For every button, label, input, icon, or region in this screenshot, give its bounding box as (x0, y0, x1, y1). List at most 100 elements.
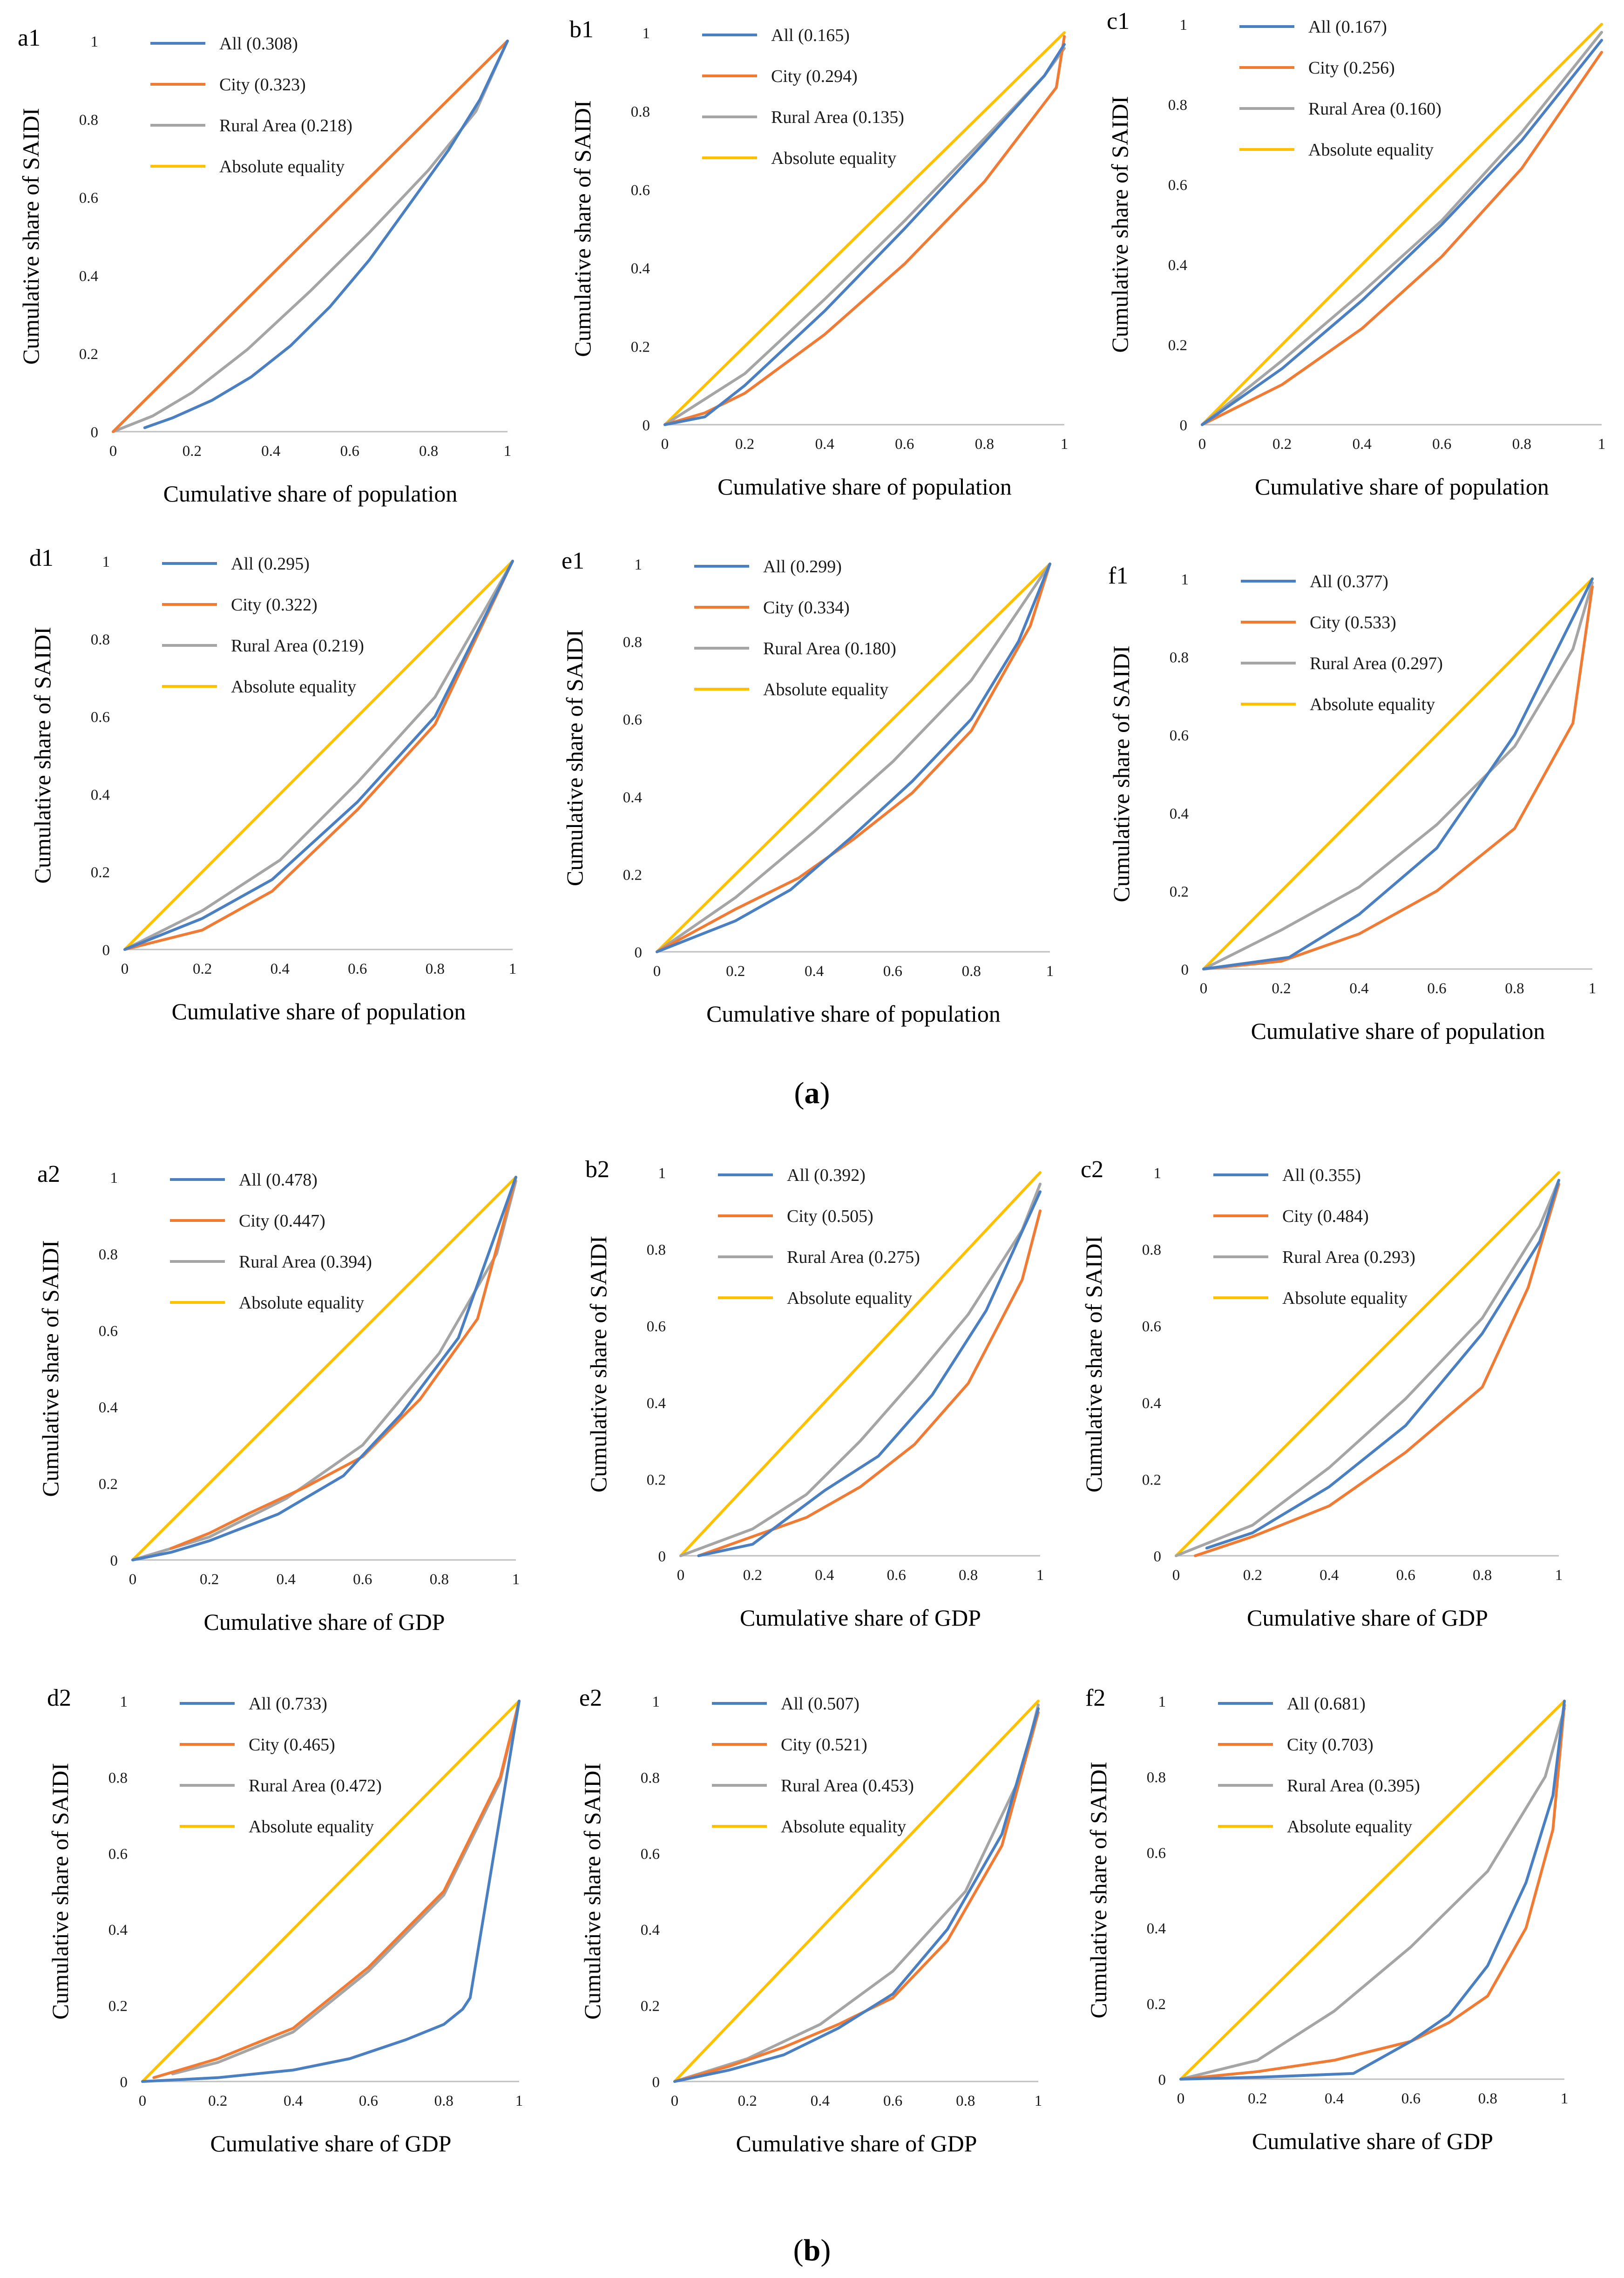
y-tick-label: 0.6 (99, 1323, 118, 1340)
series-line-rural-area (171, 1700, 521, 2075)
x-axis-title: Cumulative share of population (172, 998, 466, 1024)
y-tick-label: 0.6 (108, 1846, 128, 1863)
chart-panel-d2: 0 0.2 0.4 0.6 0.8 1 0 0.2 0.4 0.6 0.8 1 Cumulative s… (47, 1685, 523, 2156)
series-line-city (663, 35, 1066, 426)
y-axis-title: Cumulative share of SAIDI (585, 1236, 611, 1492)
series-line-all (663, 43, 1066, 426)
series-line-city (169, 1176, 517, 1550)
series-line-city (152, 1700, 521, 2079)
y-tick-label: 0 (643, 417, 650, 434)
x-tick-label: 1 (1046, 963, 1054, 980)
legend-label-city: City (0.465) (249, 1735, 335, 1755)
section-label-a-open: ( (794, 1076, 805, 1110)
x-tick-label: 1 (1598, 436, 1606, 453)
x-tick-label: 0.4 (1325, 2090, 1344, 2107)
series-line-all (143, 40, 509, 429)
legend-label-rural-area: Rural Area (0.297) (1310, 654, 1443, 673)
section-label-a-close: ) (819, 1076, 830, 1110)
y-axis-title: Cumulative share of SAIDI (18, 108, 44, 365)
series-line-city (1194, 1182, 1560, 1557)
y-tick-label: 0 (110, 1553, 118, 1569)
x-tick-label: 0.8 (426, 961, 445, 977)
legend-label-rural-area: Rural Area (0.472) (249, 1776, 382, 1796)
legend-label-absolute-equality: Absolute equality (249, 1817, 374, 1837)
chart-panel-b1: 0 0.2 0.4 0.6 0.8 1 0 0.2 0.4 0.6 0.8 1 Cumulative s… (569, 16, 1068, 500)
x-tick-label: 0.4 (284, 2093, 303, 2109)
y-tick-label: 0.2 (1142, 1471, 1161, 1488)
y-tick-label: 1 (1180, 17, 1188, 34)
series-line-rural-area (679, 1182, 1042, 1557)
y-axis-title: Cumulative share of SAIDI (29, 627, 55, 883)
x-tick-label: 0.2 (200, 1571, 219, 1588)
chart-panel-f1: 0 0.2 0.4 0.6 0.8 1 0 0.2 0.4 0.6 0.8 1 Cumulative s… (1108, 563, 1596, 1044)
x-tick-label: 0.4 (815, 436, 834, 453)
x-tick-label: 1 (509, 961, 517, 977)
x-axis-title: Cumulative share of GDP (204, 1609, 445, 1635)
y-tick-label: 1 (643, 25, 650, 42)
x-tick-label: 0.6 (883, 963, 902, 980)
chart-panel-e1: 0 0.2 0.4 0.6 0.8 1 0 0.2 0.4 0.6 0.8 1 Cumulative s… (562, 548, 1054, 1027)
x-axis-title: Cumulative share of GDP (740, 1605, 981, 1631)
y-tick-label: 0 (102, 942, 110, 959)
x-tick-label: 1 (1589, 980, 1597, 997)
legend-label-rural-area: Rural Area (0.293) (1282, 1247, 1415, 1267)
chart-panel-f2: 0 0.2 0.4 0.6 0.8 1 0 0.2 0.4 0.6 0.8 1 Cumulative s… (1085, 1685, 1568, 2154)
legend-label-all: All (0.478) (239, 1170, 318, 1190)
legend: All (0.392) City (0.505) Rural Area (0.275… (718, 1166, 920, 1308)
y-tick-label: 1 (110, 1170, 118, 1186)
y-axis-title: Cumulative share of SAIDI (579, 1763, 605, 2020)
series-line-city (1202, 585, 1594, 970)
x-axis-title: Cumulative share of population (1255, 474, 1549, 500)
legend-label-city: City (0.703) (1287, 1735, 1374, 1755)
y-tick-label: 1 (635, 556, 643, 573)
panel-label-b2: b2 (585, 1156, 609, 1183)
legend-label-city: City (0.334) (763, 598, 850, 617)
y-tick-label: 0 (1180, 417, 1188, 434)
y-tick-label: 0.2 (641, 1998, 660, 2015)
x-tick-label: 0.8 (956, 2093, 975, 2109)
panel-label-e1: e1 (562, 548, 584, 574)
y-tick-label: 0.6 (1170, 727, 1189, 744)
y-tick-label: 0 (635, 944, 643, 961)
series-line-rural-area (663, 47, 1066, 426)
legend-label-all: All (0.299) (763, 557, 842, 576)
y-axis-title: Cumulative share of SAIDI (569, 100, 595, 357)
series-line-rural-area (1179, 1707, 1566, 2081)
x-tick-label: 0.2 (208, 2093, 227, 2109)
legend-label-city: City (0.256) (1308, 58, 1395, 78)
legend: All (0.377) City (0.533) Rural Area (0.297… (1241, 572, 1443, 714)
y-tick-label: 0 (1158, 2072, 1166, 2088)
y-axis-title: Cumulative share of SAIDI (1081, 1236, 1107, 1492)
chart-panel-a1: 0 0.2 0.4 0.6 0.8 1 0 0.2 0.4 0.6 0.8 1 Cumulative s… (18, 25, 511, 507)
legend-label-city: City (0.323) (219, 75, 306, 95)
legend-label-absolute-equality: Absolute equality (1287, 1817, 1412, 1837)
legend-label-city: City (0.484) (1282, 1207, 1369, 1226)
legend-label-rural-area: Rural Area (0.395) (1287, 1776, 1420, 1796)
legend-label-absolute-equality: Absolute equality (781, 1817, 906, 1837)
series-line-absolute-equality (679, 1171, 1042, 1557)
legend-label-absolute-equality: Absolute equality (239, 1293, 364, 1313)
legend-label-rural-area: Rural Area (0.453) (781, 1776, 914, 1796)
legend: All (0.478) City (0.447) Rural Area (0.394… (170, 1170, 372, 1313)
chart-panel-a2: 0 0.2 0.4 0.6 0.8 1 0 0.2 0.4 0.6 0.8 1 Cumulative s… (37, 1161, 520, 1635)
x-tick-label: 0.6 (1401, 2090, 1421, 2107)
y-tick-label: 0.8 (99, 1246, 118, 1263)
x-tick-label: 0.2 (193, 961, 212, 977)
panel-label-b1: b1 (569, 16, 594, 43)
x-tick-label: 0 (109, 443, 117, 460)
series-line-all (1179, 1700, 1566, 2081)
x-tick-label: 0.2 (1272, 436, 1292, 453)
series-line-city (1201, 51, 1603, 426)
x-tick-label: 0.2 (183, 443, 202, 460)
y-tick-label: 0.2 (108, 1998, 128, 2015)
chart-panel-c2: 0 0.2 0.4 0.6 0.8 1 0 0.2 0.4 0.6 0.8 1 Cumulative s… (1081, 1156, 1563, 1631)
x-tick-label: 0.8 (962, 963, 981, 980)
legend-label-all: All (0.167) (1308, 17, 1387, 37)
x-tick-label: 1 (1036, 1567, 1044, 1584)
x-axis-title: Cumulative share of population (717, 474, 1012, 500)
y-tick-label: 0.8 (1168, 97, 1187, 114)
chart-panel-c1: 0 0.2 0.4 0.6 0.8 1 0 0.2 0.4 0.6 0.8 1 Cumulative s… (1107, 8, 1605, 500)
y-tick-label: 0.8 (631, 103, 650, 120)
y-tick-label: 1 (120, 1694, 128, 1710)
